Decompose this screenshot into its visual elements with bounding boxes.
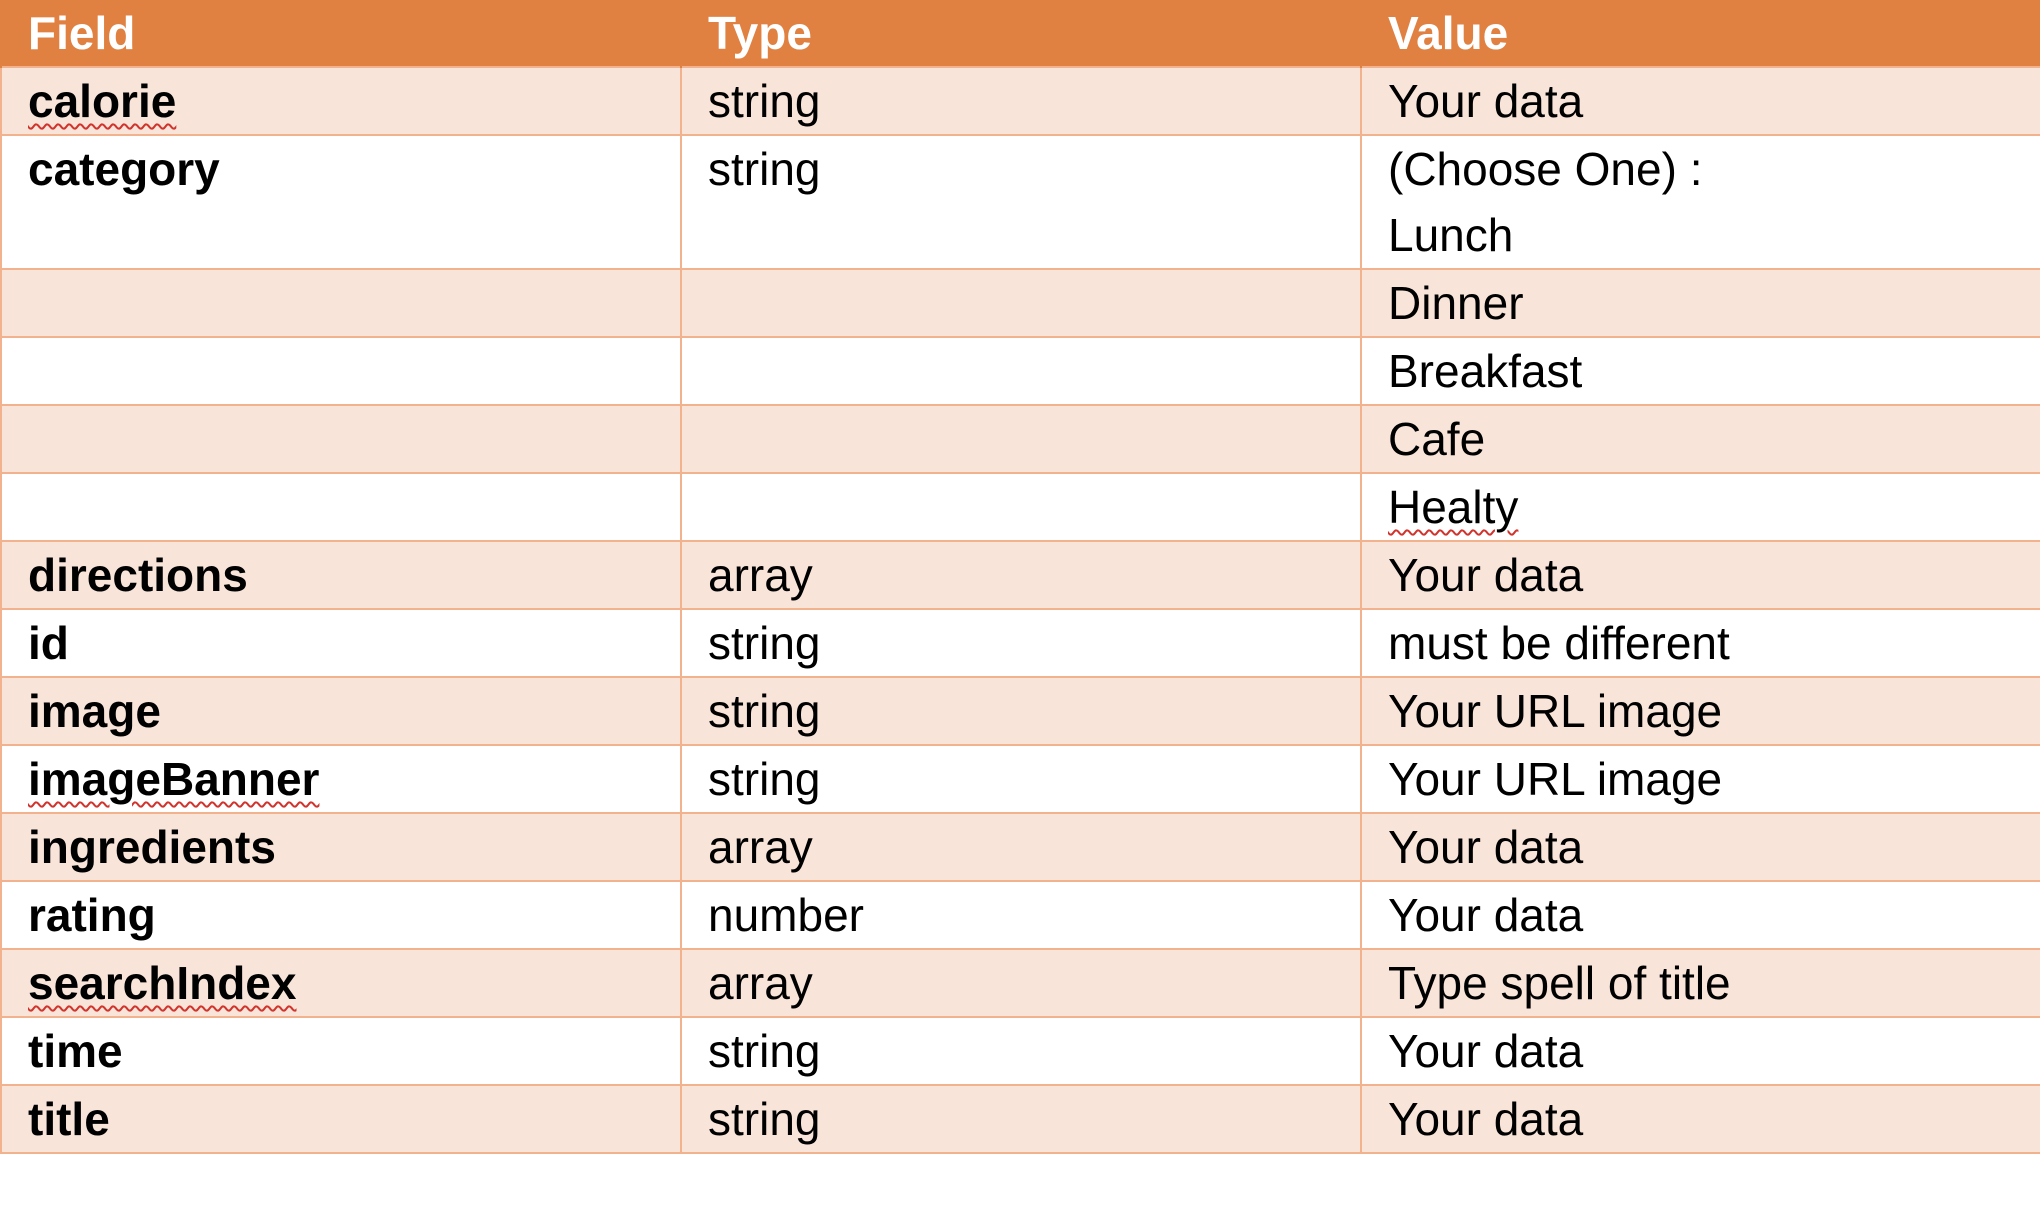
type-cell: string bbox=[680, 66, 1362, 136]
type-cell: number bbox=[680, 880, 1362, 950]
value-cell: Breakfast bbox=[1360, 336, 2040, 406]
field-cell bbox=[0, 336, 682, 406]
field-cell bbox=[0, 472, 682, 542]
value-cell: Your data bbox=[1360, 812, 2040, 882]
value-cell: Your URL image bbox=[1360, 744, 2040, 814]
value-cell: Cafe bbox=[1360, 404, 2040, 474]
field-name: calorie bbox=[28, 75, 177, 127]
table-row-id: id string must be different bbox=[0, 608, 2040, 678]
type-cell: string bbox=[680, 676, 1362, 746]
table-row-category-option: Healty bbox=[0, 472, 2040, 542]
field-cell: directions bbox=[0, 540, 682, 610]
field-cell: ingredients bbox=[0, 812, 682, 882]
type-cell: string bbox=[680, 1016, 1362, 1086]
field-cell: imageBanner bbox=[0, 744, 682, 814]
header-field: Field bbox=[0, 0, 682, 67]
value-cell: Your data bbox=[1360, 880, 2040, 950]
field-cell: calorie bbox=[0, 66, 682, 136]
field-cell: title bbox=[0, 1084, 682, 1154]
type-cell: array bbox=[680, 812, 1362, 882]
table-row-image: image string Your URL image bbox=[0, 676, 2040, 746]
table-row-category: category string (Choose One) : Lunch bbox=[0, 134, 2040, 270]
table-body: calorie string Your data category string… bbox=[0, 66, 2040, 1154]
field-name: imageBanner bbox=[28, 753, 320, 805]
field-cell: id bbox=[0, 608, 682, 678]
field-cell bbox=[0, 268, 682, 338]
table-row-calorie: calorie string Your data bbox=[0, 66, 2040, 136]
field-cell: image bbox=[0, 676, 682, 746]
header-row: Field Type Value bbox=[0, 0, 2040, 67]
value-cell: Healty bbox=[1360, 472, 2040, 542]
field-cell: searchIndex bbox=[0, 948, 682, 1018]
value-line-choose-one: (Choose One) : bbox=[1388, 143, 1703, 195]
table-row-time: time string Your data bbox=[0, 1016, 2040, 1086]
header-value: Value bbox=[1360, 0, 2040, 67]
table-header: Field Type Value bbox=[0, 0, 2040, 67]
value-cell: Type spell of title bbox=[1360, 948, 2040, 1018]
header-type: Type bbox=[680, 0, 1362, 67]
value-cell: Dinner bbox=[1360, 268, 2040, 338]
table-row-title: title string Your data bbox=[0, 1084, 2040, 1154]
field-schema-table: Field Type Value calorie string Your dat… bbox=[0, 0, 2040, 1154]
type-cell: string bbox=[680, 608, 1362, 678]
field-cell bbox=[0, 404, 682, 474]
type-cell bbox=[680, 336, 1362, 406]
value-cell: Your data bbox=[1360, 540, 2040, 610]
table-row-ingredients: ingredients array Your data bbox=[0, 812, 2040, 882]
value-cell: must be different bbox=[1360, 608, 2040, 678]
field-cell: rating bbox=[0, 880, 682, 950]
value-cell: Your data bbox=[1360, 1016, 2040, 1086]
table-row-category-option: Dinner bbox=[0, 268, 2040, 338]
type-cell: array bbox=[680, 540, 1362, 610]
table-row-category-option: Breakfast bbox=[0, 336, 2040, 406]
table-row-imagebanner: imageBanner string Your URL image bbox=[0, 744, 2040, 814]
table-row-rating: rating number Your data bbox=[0, 880, 2040, 950]
field-cell: time bbox=[0, 1016, 682, 1086]
type-cell: string bbox=[680, 134, 1362, 270]
type-cell: string bbox=[680, 744, 1362, 814]
table-row-searchindex: searchIndex array Type spell of title bbox=[0, 948, 2040, 1018]
table-row-directions: directions array Your data bbox=[0, 540, 2040, 610]
value-cell: Your data bbox=[1360, 66, 2040, 136]
type-cell bbox=[680, 268, 1362, 338]
field-name: searchIndex bbox=[28, 957, 297, 1009]
value-cell: Your data bbox=[1360, 1084, 2040, 1154]
value-cell: (Choose One) : Lunch bbox=[1360, 134, 2040, 270]
table-row-category-option: Cafe bbox=[0, 404, 2040, 474]
type-cell: array bbox=[680, 948, 1362, 1018]
type-cell bbox=[680, 472, 1362, 542]
type-cell: string bbox=[680, 1084, 1362, 1154]
type-cell bbox=[680, 404, 1362, 474]
field-cell: category bbox=[0, 134, 682, 270]
value-cell: Your URL image bbox=[1360, 676, 2040, 746]
value-text: Healty bbox=[1388, 481, 1519, 533]
value-line-lunch: Lunch bbox=[1388, 209, 1514, 261]
